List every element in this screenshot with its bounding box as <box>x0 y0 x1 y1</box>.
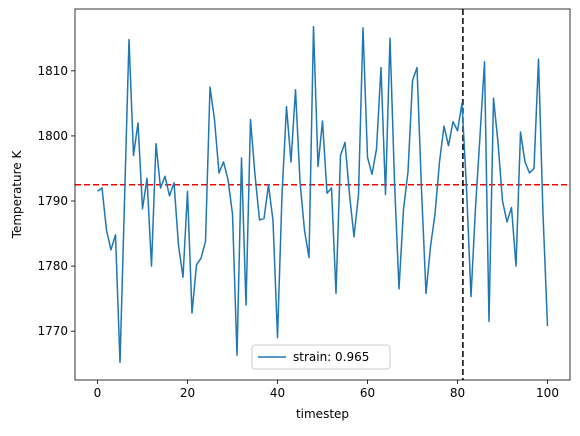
y-tick-label: 1800 <box>37 129 68 143</box>
y-tick-label: 1790 <box>37 194 68 208</box>
y-axis-label: Temperature K <box>10 150 24 240</box>
plot-frame <box>74 8 571 381</box>
x-tick-label: 20 <box>180 386 195 400</box>
x-tick-label: 0 <box>94 386 102 400</box>
legend-box <box>251 344 391 370</box>
series-line-0 <box>97 25 549 364</box>
reference-lines <box>75 9 570 380</box>
y-axis: 1770 1780 1790 1800 1810 <box>37 64 75 338</box>
x-tick-label: 100 <box>536 386 559 400</box>
x-axis: 0 20 40 60 80 100 <box>94 380 559 400</box>
legend-entry-label: strain: 0.965 <box>293 350 369 364</box>
x-tick-label: 80 <box>450 386 465 400</box>
x-tick-label: 60 <box>360 386 375 400</box>
x-axis-label: timestep <box>296 407 349 421</box>
y-tick-label: 1770 <box>37 324 68 338</box>
series-layer <box>97 25 549 364</box>
y-tick-label: 1780 <box>37 259 68 273</box>
legend: strain: 0.965 <box>251 344 391 370</box>
y-tick-label: 1810 <box>37 64 68 78</box>
x-tick-label: 40 <box>270 386 285 400</box>
